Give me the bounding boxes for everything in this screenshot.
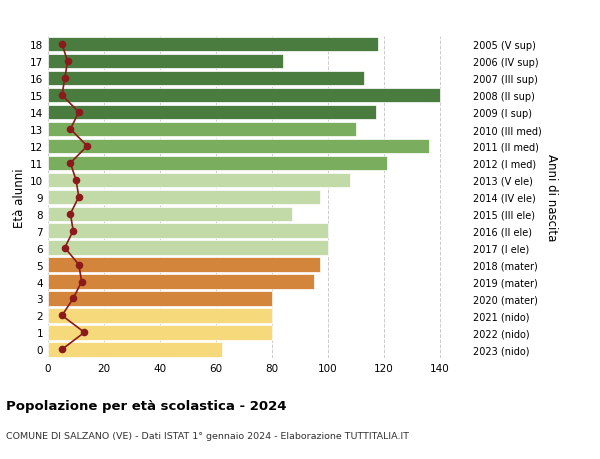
Bar bbox=[48, 106, 376, 120]
Bar bbox=[48, 55, 283, 69]
Bar bbox=[48, 241, 328, 255]
Point bbox=[57, 346, 67, 353]
Text: COMUNE DI SALZANO (VE) - Dati ISTAT 1° gennaio 2024 - Elaborazione TUTTITALIA.IT: COMUNE DI SALZANO (VE) - Dati ISTAT 1° g… bbox=[6, 431, 409, 441]
Point bbox=[82, 143, 92, 150]
Point bbox=[71, 177, 81, 184]
Bar bbox=[48, 72, 364, 86]
Point bbox=[63, 58, 73, 66]
Bar bbox=[48, 89, 440, 103]
Bar bbox=[48, 308, 272, 323]
Bar bbox=[48, 207, 292, 221]
Point bbox=[80, 329, 89, 336]
Point bbox=[77, 278, 86, 285]
Bar bbox=[48, 291, 272, 306]
Point bbox=[57, 92, 67, 100]
Point bbox=[60, 245, 70, 252]
Y-axis label: Anni di nascita: Anni di nascita bbox=[545, 154, 558, 241]
Point bbox=[68, 228, 78, 235]
Point bbox=[65, 211, 75, 218]
Bar bbox=[48, 224, 328, 238]
Bar bbox=[48, 173, 350, 188]
Point bbox=[65, 126, 75, 134]
Point bbox=[68, 295, 78, 302]
Bar bbox=[48, 123, 356, 137]
Bar bbox=[48, 275, 314, 289]
Bar bbox=[48, 342, 221, 357]
Bar bbox=[48, 258, 320, 272]
Bar bbox=[48, 190, 320, 205]
Bar bbox=[48, 38, 379, 52]
Text: Popolazione per età scolastica - 2024: Popolazione per età scolastica - 2024 bbox=[6, 399, 287, 412]
Point bbox=[74, 109, 83, 117]
Point bbox=[74, 261, 83, 269]
Point bbox=[60, 75, 70, 83]
Point bbox=[57, 41, 67, 49]
Bar bbox=[48, 157, 387, 171]
Point bbox=[74, 194, 83, 201]
Point bbox=[65, 160, 75, 167]
Bar bbox=[48, 140, 429, 154]
Point bbox=[57, 312, 67, 319]
Bar bbox=[48, 325, 272, 340]
Y-axis label: Età alunni: Età alunni bbox=[13, 168, 26, 227]
